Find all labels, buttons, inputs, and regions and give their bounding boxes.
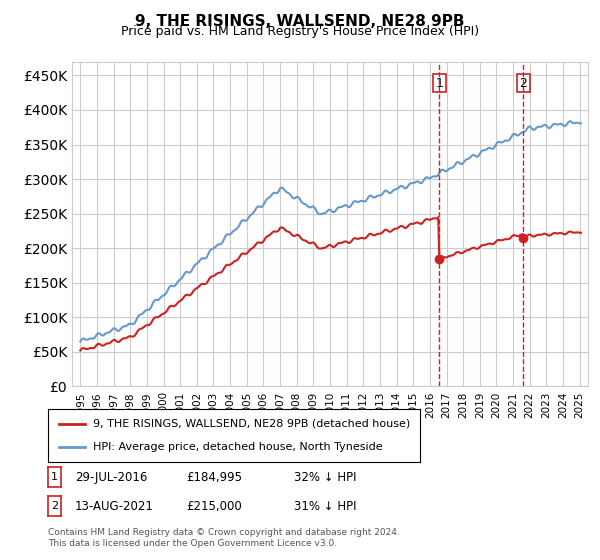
Text: 13-AUG-2021: 13-AUG-2021 — [75, 500, 154, 513]
Text: £184,995: £184,995 — [186, 470, 242, 484]
Text: Price paid vs. HM Land Registry's House Price Index (HPI): Price paid vs. HM Land Registry's House … — [121, 25, 479, 38]
Text: 2: 2 — [51, 501, 58, 511]
Text: 9, THE RISINGS, WALLSEND, NE28 9PB: 9, THE RISINGS, WALLSEND, NE28 9PB — [135, 14, 465, 29]
Text: HPI: Average price, detached house, North Tyneside: HPI: Average price, detached house, Nort… — [92, 442, 382, 452]
Text: 32% ↓ HPI: 32% ↓ HPI — [294, 470, 356, 484]
Text: 29-JUL-2016: 29-JUL-2016 — [75, 470, 148, 484]
Text: 2: 2 — [520, 77, 527, 90]
Text: Contains HM Land Registry data © Crown copyright and database right 2024.
This d: Contains HM Land Registry data © Crown c… — [48, 528, 400, 548]
Text: 9, THE RISINGS, WALLSEND, NE28 9PB (detached house): 9, THE RISINGS, WALLSEND, NE28 9PB (deta… — [92, 419, 410, 429]
Text: 1: 1 — [51, 472, 58, 482]
Text: 31% ↓ HPI: 31% ↓ HPI — [294, 500, 356, 513]
Text: £215,000: £215,000 — [186, 500, 242, 513]
Text: 1: 1 — [436, 77, 443, 90]
